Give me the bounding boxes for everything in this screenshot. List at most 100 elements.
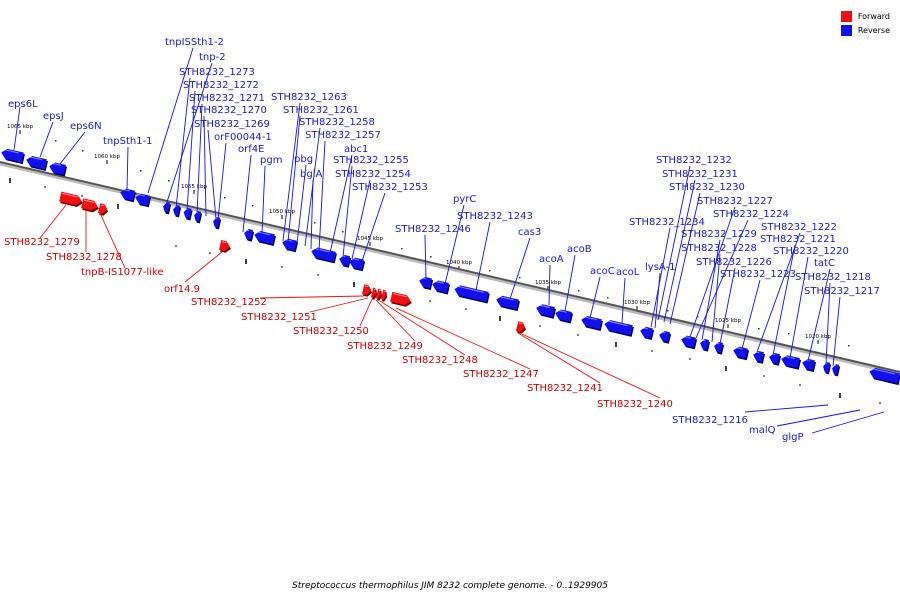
reverse-leader [621, 277, 626, 324]
reverse-leader [296, 164, 307, 245]
minor-tick [519, 277, 521, 279]
forward-gene-label: STH8232_1252 [191, 297, 267, 308]
reverse-gene-label: STH8232_1232 [656, 155, 732, 166]
reverse-leader [361, 192, 386, 262]
gene-body [183, 208, 192, 219]
reverse-gene-arrow [173, 205, 182, 218]
minor-tick [578, 290, 580, 292]
gene-body [163, 202, 171, 213]
tick-label: 1020 kbp [805, 334, 831, 340]
forward-leader [259, 295, 365, 299]
reverse-gene-label: STH8232_1234 [629, 217, 705, 228]
scale-ticks: 1065 kbp 1060 kbp 1055 kbp 1050 kbp 1045 kbp… [7, 124, 881, 404]
gene-body [361, 284, 371, 295]
reverse-leader [548, 264, 551, 306]
gene-highlight [221, 241, 227, 244]
gene-highlight [255, 230, 270, 236]
gene-body [218, 239, 230, 251]
reverse-leader [217, 142, 227, 221]
forward-gene-label: STH8232_1278 [46, 252, 122, 263]
reverse-gene-label: acoA [539, 254, 564, 265]
gene-highlight [682, 335, 691, 339]
minor-tick [224, 197, 226, 199]
reverse-leader [663, 179, 696, 323]
forward-leader [184, 251, 223, 283]
reverse-gene-arrow [496, 295, 520, 312]
reverse-leader [147, 47, 194, 194]
reverse-gene-arrow [135, 193, 152, 208]
gene-highlight [2, 148, 19, 154]
minor-tick [314, 222, 316, 224]
reverse-gene-arrow [581, 315, 603, 331]
forward-leader [309, 297, 369, 313]
reverse-leader [772, 244, 796, 356]
gene-body [173, 205, 181, 216]
forward-gene-label: tnpB-IS1077-like [81, 267, 164, 278]
gene-body [640, 326, 653, 339]
gene-body [97, 203, 107, 214]
reverse-gene-arrow [536, 304, 557, 319]
reverse-gene-arrow [454, 285, 490, 304]
reverse-gene-label: STH8232_1243 [457, 211, 533, 222]
reverse-gene-arrow [213, 217, 222, 230]
reverse-gene-label: STH8232_1270 [191, 105, 267, 116]
reverse-leader [261, 165, 266, 235]
gene-highlight [121, 188, 130, 192]
reverse-gene-label: STH8232_1222 [761, 222, 837, 233]
reverse-gene-arrow [26, 155, 48, 171]
reverse-gene-label: epsJ [43, 111, 64, 122]
minor-tick [788, 333, 790, 335]
gene-body [254, 230, 275, 245]
gene-body [823, 362, 831, 373]
minor-tick [252, 205, 254, 207]
gene-body [454, 285, 489, 302]
reverse-leader [650, 227, 671, 328]
reverse-gene-arrow [163, 202, 172, 215]
reverse-gene-label: orf4E [238, 144, 264, 155]
gene-highlight [871, 367, 895, 375]
reverse-gene-label: STH8232_1258 [299, 117, 375, 128]
gene-body [869, 367, 900, 384]
forward-gene-arrow [390, 291, 412, 307]
reverse-gene-arrow [714, 342, 725, 355]
tick-label: 1060 kbp [94, 154, 120, 160]
reverse-gene-label: acoL [616, 267, 640, 278]
gene-highlight [641, 326, 648, 330]
reverse-gene-label: STH8232_1273 [179, 67, 255, 78]
forward-gene-arrow [59, 191, 83, 208]
forward-gene-arrow [375, 288, 383, 301]
reverse-leader [186, 90, 196, 212]
minor-tick [430, 256, 432, 258]
reverse-leader [444, 204, 465, 285]
reverse-gene-label: STH8232_1218 [795, 272, 871, 283]
gene-body [419, 276, 432, 289]
forward-leader [359, 298, 373, 327]
reverse-gene-label: pgm [260, 155, 282, 166]
reverse-leader [203, 115, 207, 217]
reverse-gene-label: STH8232_1254 [335, 169, 411, 180]
forward-gene-label: STH8232_1279 [4, 237, 80, 248]
gene-body [802, 358, 815, 371]
reverse-gene-arrow [1, 148, 25, 165]
reverse-gene-label: pbg [294, 154, 313, 165]
reverse-gene-label: tnp-2 [199, 52, 226, 63]
gene-highlight [433, 280, 444, 284]
reverse-leader [657, 165, 691, 321]
reverse-leader [424, 234, 427, 280]
reverse-leader [310, 179, 314, 250]
forward-gene-label: STH8232_1248 [402, 355, 478, 366]
reverse-gene-label: abc1 [344, 144, 368, 155]
forward-leader [521, 333, 661, 399]
minor-tick [758, 328, 760, 330]
reverse-leader [39, 121, 54, 158]
reverse-leader [318, 140, 326, 252]
reverse-gene-arrow [339, 255, 352, 268]
gene-highlight [605, 320, 628, 327]
gene-body [370, 287, 376, 298]
gene-body [432, 280, 449, 293]
forward-leader [395, 307, 531, 370]
forward-gene-label: STH8232_1240 [597, 399, 673, 410]
reverse-leader [832, 296, 841, 367]
gene-highlight [50, 162, 61, 166]
minor-tick [168, 180, 170, 182]
